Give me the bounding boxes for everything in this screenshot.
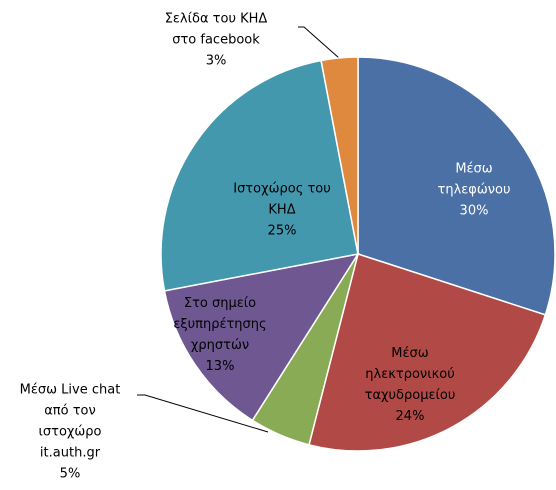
leader-line [137, 394, 269, 433]
category-label: Στο σημείο εξυπηρέτησης χρηστών [173, 296, 267, 353]
category-label: Μέσω ηλεκτρονικού ταχυδρομείου [364, 346, 456, 403]
leader-line [298, 26, 340, 59]
category-label: Μέσω τηλεφώνου [437, 161, 511, 198]
value-label: 24% [395, 409, 425, 424]
category-label: Μέσω Live chat από τον ιστοχώρο it.auth.… [19, 382, 121, 461]
slice-label: Μέσω τηλεφώνου 30% [438, 159, 511, 222]
slice-label: Στο σημείο εξυπηρέτησης χρηστών 13% [173, 293, 266, 377]
slice-label: Μέσω Live chat από τον ιστοχώρο it.auth.… [20, 380, 121, 485]
pie-slice [357, 56, 556, 316]
value-label: 25% [267, 223, 297, 239]
value-label: 13% [205, 359, 235, 374]
slice-label: Ιστοχώρος του ΚΗΔ 25% [233, 179, 331, 242]
value-label: 5% [59, 466, 81, 482]
value-label: 30% [459, 203, 489, 219]
pie-slice [160, 59, 359, 292]
pie-slice [320, 56, 359, 255]
category-label: Σελίδα του ΚΗΔ στο facebook [164, 11, 268, 48]
pie-slice [308, 253, 547, 452]
pie-slice [163, 252, 360, 422]
value-label: 3% [205, 53, 227, 69]
category-label: Ιστοχώρος του ΚΗΔ [233, 181, 331, 218]
slice-label: Μέσω ηλεκτρονικού ταχυδρομείου 24% [365, 343, 456, 427]
slice-label: Σελίδα του ΚΗΔ στο facebook 3% [165, 9, 268, 72]
